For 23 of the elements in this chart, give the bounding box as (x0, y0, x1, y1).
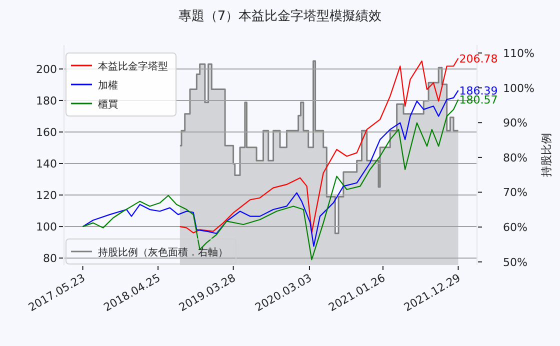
y2-axis-title: 持股比例 (540, 133, 553, 177)
y2-tick-label: 60% (503, 221, 528, 234)
annotation: 206.78 (459, 52, 498, 66)
y2-tick-label: 90% (503, 116, 528, 130)
y-tick-label: 180 (36, 94, 57, 108)
annotation: 180.57 (459, 94, 498, 107)
y2-tick-label: 110% (503, 47, 534, 60)
y2-tick-label: 70% (503, 186, 528, 200)
legend: 持股比例（灰色面積．右軸） (66, 238, 236, 264)
y2-tick-label: 100% (503, 82, 534, 95)
y-tick-label: 80 (43, 252, 57, 266)
y-tick-label: 140 (36, 158, 57, 171)
y2-tick-label: 50% (503, 256, 528, 269)
y-tick-label: 120 (36, 189, 57, 202)
legend-label: 加權 (98, 80, 118, 92)
legend-label: 櫃買 (98, 98, 118, 110)
legend-label: 持股比例（灰色面積．右軸） (98, 246, 228, 258)
y2-tick-label: 80% (503, 151, 528, 164)
chart-title: 專題（7）本益比金字塔型模擬績效 (178, 8, 382, 24)
y-tick-label: 160 (36, 126, 57, 139)
legend-label: 本益比金字塔型 (98, 60, 168, 72)
y-tick-label: 200 (36, 62, 57, 76)
y-tick-label: 100 (36, 220, 57, 234)
